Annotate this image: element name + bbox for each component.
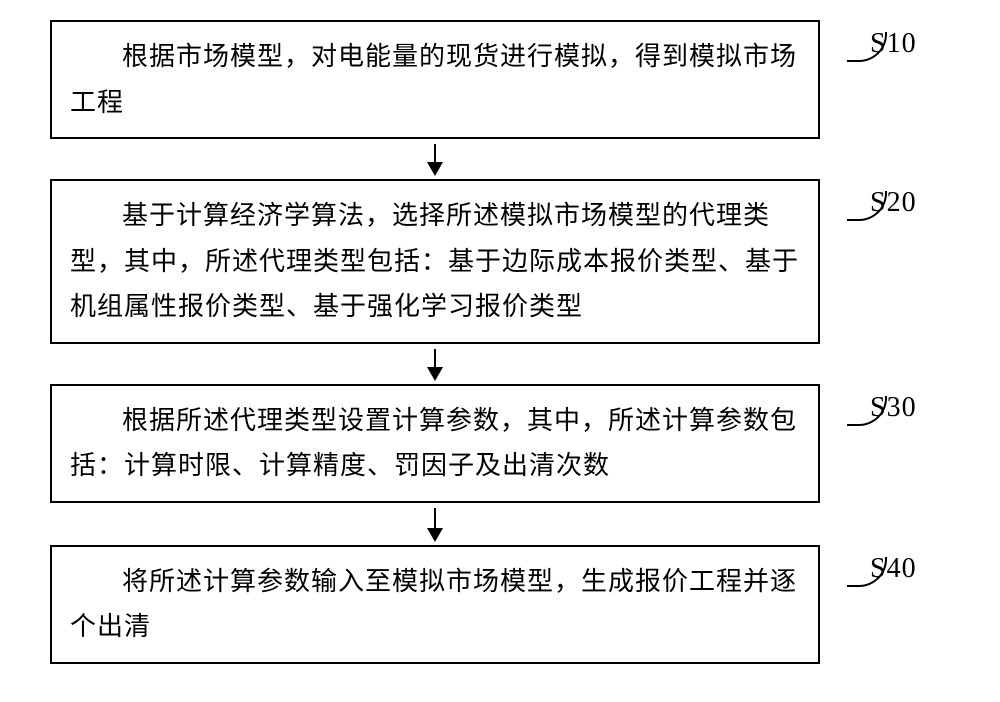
step-row-s20: 基于计算经济学算法，选择所述模拟市场模型的代理类型，其中，所述代理类型包括：基于…: [50, 179, 950, 344]
arrow-1: [434, 144, 436, 174]
arrow-container-1: [50, 139, 820, 179]
arrow-container-3: [50, 503, 820, 545]
step-text-s30: 根据所述代理类型设置计算参数，其中，所述计算参数包括：计算时限、计算精度、罚因子…: [70, 406, 797, 481]
step-row-s10: 根据市场模型，对电能量的现货进行模拟，得到模拟市场工程 S10: [50, 20, 950, 139]
label-wrapper-s30: S30: [820, 384, 940, 424]
step-box-s40: 将所述计算参数输入至模拟市场模型，生成报价工程并逐个出清: [50, 545, 820, 664]
step-text-s40: 将所述计算参数输入至模拟市场模型，生成报价工程并逐个出清: [70, 567, 797, 642]
label-wrapper-s10: S10: [820, 20, 940, 60]
step-text-s20: 基于计算经济学算法，选择所述模拟市场模型的代理类型，其中，所述代理类型包括：基于…: [70, 201, 799, 321]
label-wrapper-s40: S40: [820, 545, 940, 585]
step-row-s40: 将所述计算参数输入至模拟市场模型，生成报价工程并逐个出清 S40: [50, 545, 950, 664]
step-box-s20: 基于计算经济学算法，选择所述模拟市场模型的代理类型，其中，所述代理类型包括：基于…: [50, 179, 820, 344]
arrow-3: [434, 508, 436, 540]
label-wrapper-s20: S20: [820, 179, 940, 219]
arrow-2: [434, 349, 436, 379]
step-row-s30: 根据所述代理类型设置计算参数，其中，所述计算参数包括：计算时限、计算精度、罚因子…: [50, 384, 950, 503]
step-box-s30: 根据所述代理类型设置计算参数，其中，所述计算参数包括：计算时限、计算精度、罚因子…: [50, 384, 820, 503]
step-box-s10: 根据市场模型，对电能量的现货进行模拟，得到模拟市场工程: [50, 20, 820, 139]
flowchart-container: 根据市场模型，对电能量的现货进行模拟，得到模拟市场工程 S10 基于计算经济学算…: [50, 20, 950, 664]
step-text-s10: 根据市场模型，对电能量的现货进行模拟，得到模拟市场工程: [70, 42, 797, 117]
arrow-container-2: [50, 344, 820, 384]
